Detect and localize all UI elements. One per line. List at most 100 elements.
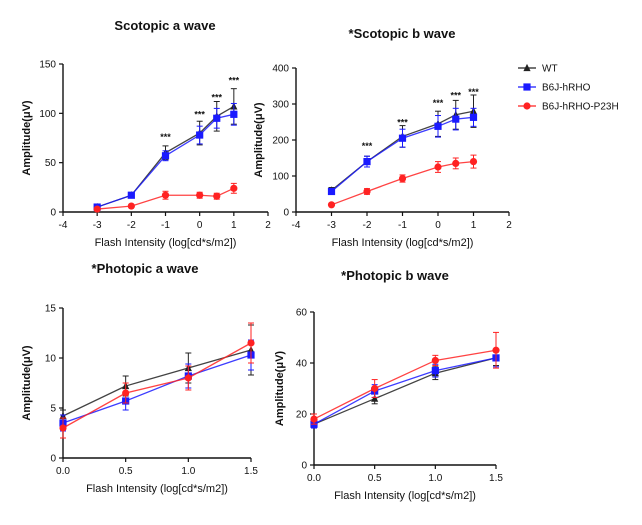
data-point (398, 174, 407, 183)
legend-label: WT (542, 64, 558, 75)
data-point (371, 384, 379, 393)
series-b6j-hrho-p23h (93, 182, 238, 213)
data-point (122, 389, 130, 397)
legend-marker (523, 83, 531, 91)
legend-marker (523, 63, 531, 72)
data-point (230, 110, 238, 118)
data-point (431, 367, 439, 375)
y-tick-label: 100 (272, 172, 289, 183)
x-tick-label: -3 (93, 220, 102, 231)
chart-panel: Scotopic a wave 0 50 100 150 -4 -3 -2 -1 0 1 2 Flash… (21, 18, 271, 249)
data-point (469, 158, 478, 166)
y-tick-label: 10 (45, 354, 57, 365)
series-line (331, 160, 474, 206)
x-tick-label: 0 (197, 220, 203, 231)
chart-panel: *Scotopic b wave 0 100 200 300 400 -4 -3 -2 -1 0 1 2… (253, 26, 512, 249)
y-tick-label: 40 (296, 359, 308, 370)
data-point (398, 134, 407, 142)
y-tick-label: 0 (50, 208, 56, 219)
series-b6j-hrho-p23h (327, 154, 478, 209)
legend-entry: B6J-hRHO (518, 83, 591, 94)
data-point (213, 114, 221, 122)
data-point (492, 346, 500, 354)
y-tick-label: 300 (272, 100, 289, 111)
y-tick-label: 400 (272, 64, 289, 75)
data-point (452, 159, 460, 167)
x-tick-label: 1.0 (428, 473, 442, 484)
legend-marker (523, 102, 531, 110)
significance-label: *** (362, 141, 373, 151)
y-tick-label: 60 (296, 308, 308, 319)
data-point (363, 187, 371, 196)
x-tick-label: -1 (161, 220, 170, 231)
y-tick-label: 0 (301, 461, 307, 472)
significance-label: *** (160, 132, 171, 142)
x-tick-label: 1 (231, 220, 237, 231)
x-tick-label: 0.0 (307, 473, 321, 484)
series-line (62, 354, 252, 424)
x-tick-label: -2 (363, 220, 372, 231)
significance-label: *** (450, 91, 461, 101)
data-point (431, 356, 439, 365)
x-tick-label: -4 (292, 220, 301, 231)
x-tick-label: 0.5 (119, 466, 133, 477)
x-axis-label: Flash Intensity (log[cd*s/m2]) (86, 483, 228, 495)
x-axis-label: Flash Intensity (log[cd*s/m2]) (332, 237, 474, 249)
data-point (161, 152, 170, 160)
data-point (327, 187, 336, 196)
data-point (247, 339, 255, 347)
y-axis-label: Amplitude(μV) (274, 351, 286, 427)
data-point (327, 201, 336, 209)
y-tick-label: 50 (45, 158, 57, 169)
data-point (310, 415, 318, 423)
series-b6j-hrho (327, 107, 478, 196)
series-wt (310, 349, 500, 429)
data-point (230, 184, 238, 192)
y-tick-label: 0 (283, 208, 289, 219)
significance-label: *** (433, 98, 444, 108)
y-tick-label: 150 (39, 60, 56, 71)
x-tick-label: -1 (398, 220, 407, 231)
data-point (469, 113, 478, 121)
x-tick-label: 1.5 (244, 466, 258, 477)
significance-label: *** (229, 76, 240, 86)
x-axis-label: Flash Intensity (log[cd*s/m2]) (95, 237, 237, 249)
x-tick-label: 0.5 (368, 473, 382, 484)
chart-title: *Scotopic b wave (349, 26, 456, 41)
data-point (363, 158, 371, 166)
chart-title: *Photopic b wave (341, 268, 449, 283)
series-line (62, 349, 252, 417)
chart-title: Scotopic a wave (114, 18, 215, 33)
significance-label: *** (468, 87, 479, 97)
data-point (59, 424, 67, 432)
legend-entry: WT (518, 64, 558, 75)
y-axis-label: Amplitude(μV) (21, 100, 33, 176)
data-point (93, 205, 101, 213)
legend-entry: B6J-hRHO-P23H (518, 102, 619, 113)
series-line (313, 349, 497, 420)
x-tick-label: 2 (265, 220, 271, 231)
x-tick-label: -4 (59, 220, 68, 231)
y-tick-label: 200 (272, 136, 289, 147)
series-b6j-hrho (310, 348, 500, 429)
series-b6j-hrho-p23h (310, 331, 500, 425)
y-tick-label: 100 (39, 109, 56, 120)
series-wt (59, 324, 255, 423)
y-axis-label: Amplitude(μV) (21, 345, 33, 421)
x-tick-label: 0.0 (56, 466, 70, 477)
x-tick-label: -2 (127, 220, 136, 231)
x-tick-label: 2 (506, 220, 512, 231)
data-point (213, 192, 221, 200)
data-point (184, 374, 192, 382)
y-axis-label: Amplitude(μV) (253, 102, 265, 178)
data-point (196, 131, 204, 139)
chart-title: *Photopic a wave (92, 261, 199, 276)
legend-label: B6J-hRHO (542, 83, 591, 94)
y-tick-label: 15 (45, 304, 57, 315)
chart-panel: *Photopic a wave 0 5 10 15 0.0 0.5 1.0 1.5 Flash … (21, 261, 258, 495)
significance-label: *** (397, 118, 408, 128)
data-point (452, 115, 460, 123)
legend-label: B6J-hRHO-P23H (542, 102, 619, 113)
y-tick-label: 0 (50, 454, 56, 465)
data-point (161, 191, 170, 199)
